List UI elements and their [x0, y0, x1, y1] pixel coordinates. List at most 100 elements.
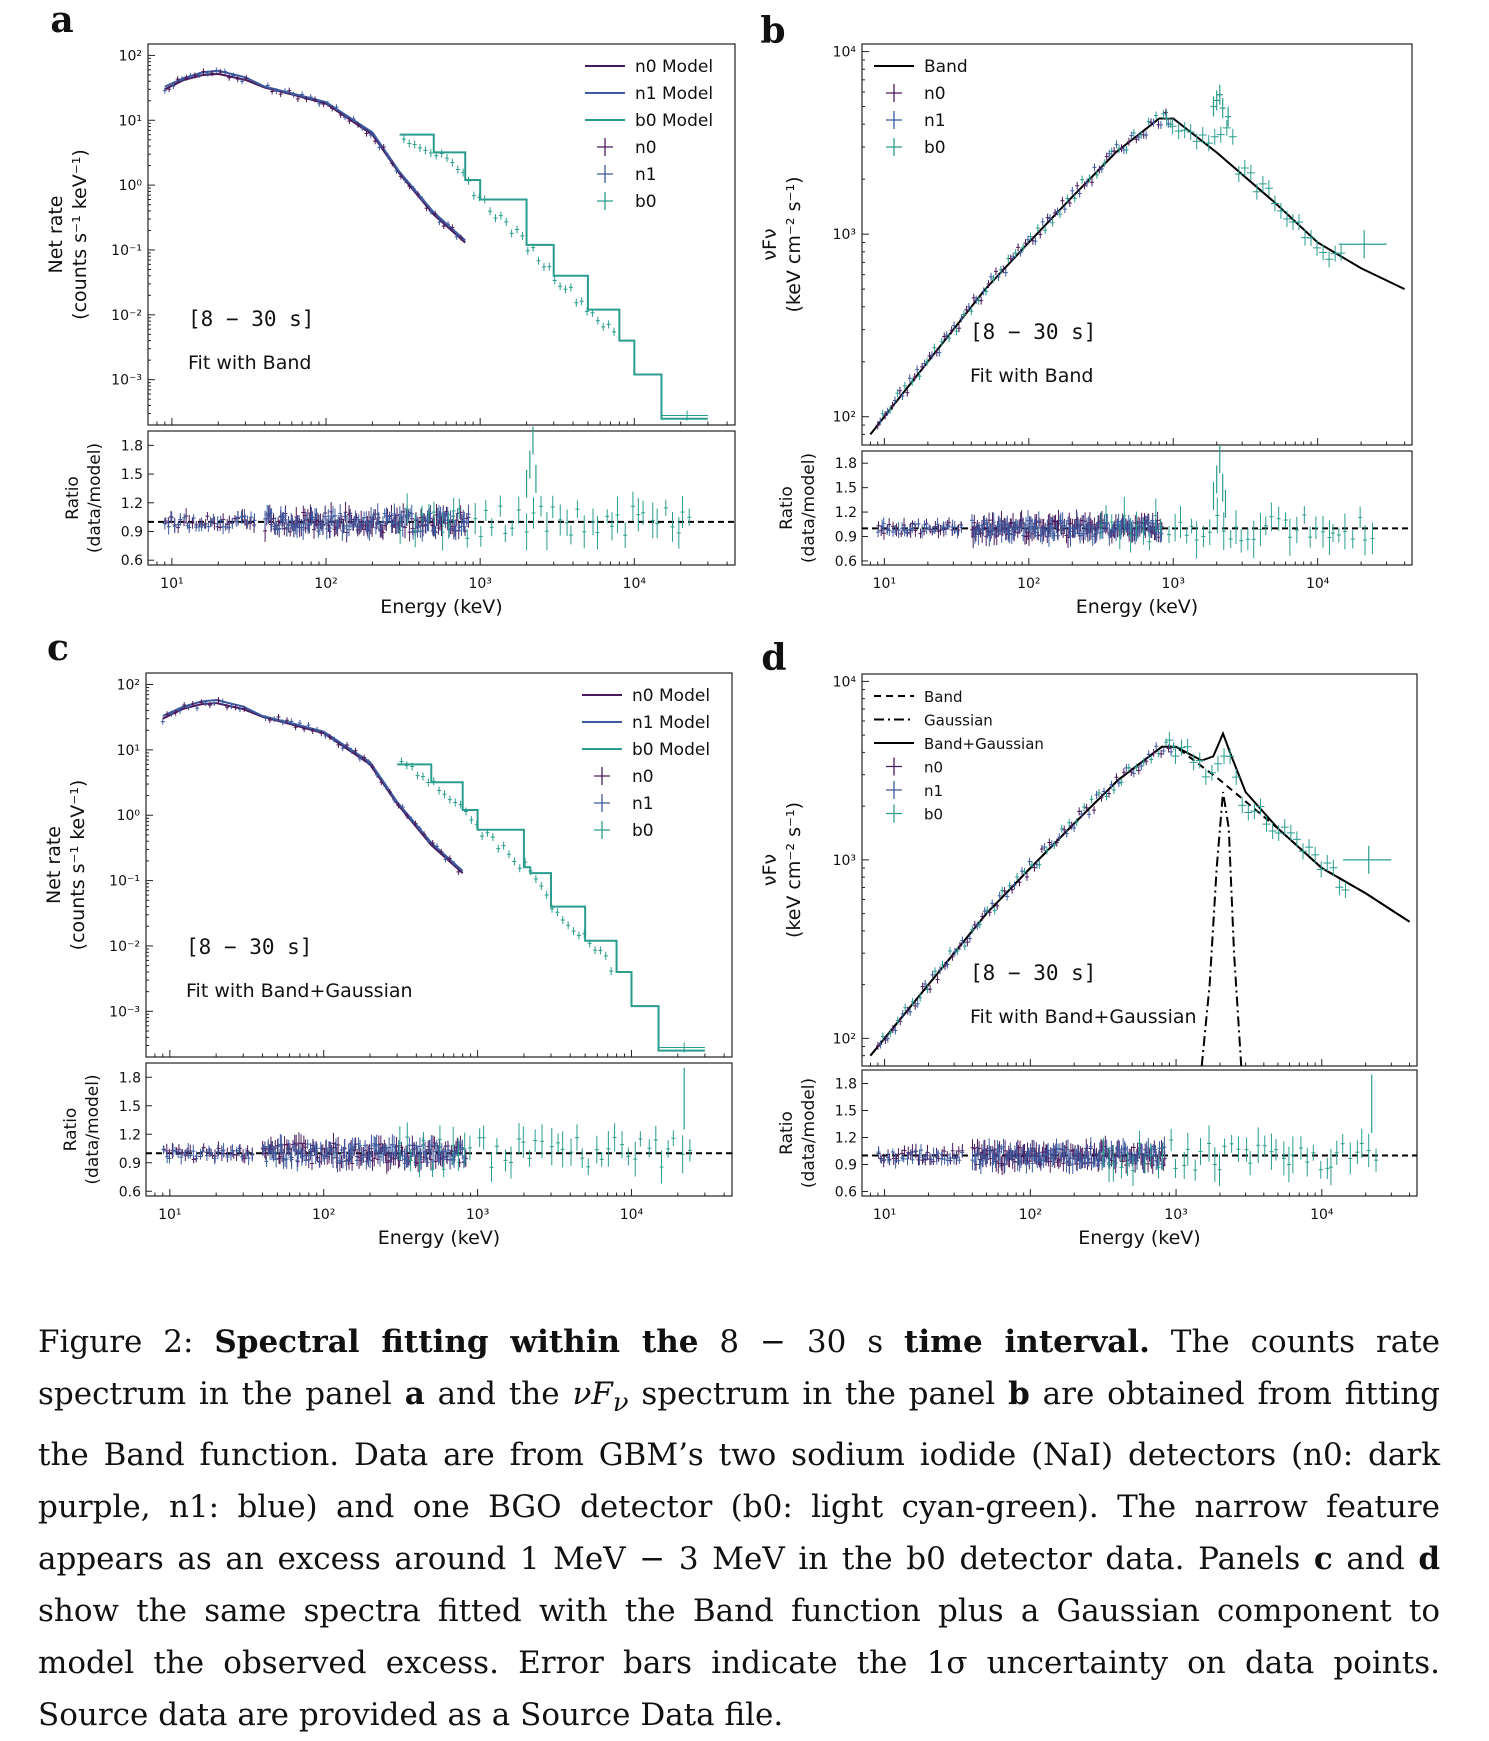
data-point [1144, 757, 1149, 766]
data-point [360, 124, 365, 131]
data-point [962, 942, 967, 951]
data-point [885, 1034, 890, 1043]
caption-panel-b: b [1008, 1376, 1030, 1412]
legend-label: n0 Model [632, 686, 710, 706]
data-point [1024, 872, 1029, 881]
data-point [1276, 202, 1285, 219]
ratio-y-axis-label: Ratio (data/model) [61, 1074, 103, 1184]
data-point [603, 951, 608, 960]
series-n1-model [162, 698, 464, 872]
caption-range: 1 MeV − 3 MeV [519, 1541, 785, 1578]
series-b0-model [397, 763, 705, 1052]
data-point [1040, 217, 1045, 226]
data-point [531, 243, 536, 252]
y-axis-label-line: (keV cm⁻² s⁻¹) [783, 802, 805, 938]
legend-entry-n0: n0 [886, 757, 943, 777]
data-point [910, 997, 915, 1006]
data-point [928, 985, 933, 994]
data-point [411, 186, 416, 193]
data-point [980, 912, 985, 921]
data-point [297, 719, 302, 726]
data-point [1210, 128, 1219, 145]
data-point [453, 798, 458, 807]
data-point [431, 777, 436, 786]
data-point [428, 148, 433, 157]
data-point [893, 1026, 898, 1035]
data-point [1238, 797, 1247, 814]
y-tick-label: 10² [119, 48, 142, 64]
data-point [447, 795, 452, 804]
data-point [1244, 804, 1253, 821]
legend-entry-band: Band [874, 57, 968, 77]
data-point [409, 816, 414, 823]
data-point [218, 69, 223, 76]
caption-s3: spectrum in the panel [641, 1376, 996, 1412]
data-point [1307, 229, 1316, 246]
data-point [383, 783, 388, 790]
data-point [954, 327, 959, 336]
data-point [458, 800, 463, 809]
y-tick-label: 10³ [833, 227, 856, 243]
data-point [922, 359, 927, 368]
data-point [947, 947, 952, 956]
data-point [1168, 120, 1173, 129]
ratio-y-axis-label: Ratio (data/model) [63, 443, 105, 553]
data-point [186, 704, 191, 711]
data-point [482, 195, 487, 204]
data-point [1085, 178, 1090, 187]
data-point [434, 151, 439, 160]
data-point [1338, 230, 1387, 259]
data-point [1087, 174, 1092, 183]
data-point [1207, 764, 1216, 781]
caption-s1: The counts rate spectrum in the panel [38, 1324, 1440, 1412]
ratio-y-axis-label: Ratio (data/model) [777, 1078, 819, 1188]
data-point [1015, 872, 1020, 881]
ratio-y-tick-label: 0.9 [121, 525, 143, 541]
data-point [1119, 144, 1124, 153]
data-point [1129, 767, 1134, 776]
data-point [898, 1017, 903, 1026]
data-point [444, 154, 449, 163]
data-point [1146, 117, 1151, 126]
data-point [442, 790, 447, 799]
x-axis-label: Energy (keV) [1076, 596, 1198, 618]
data-point [490, 833, 495, 842]
data-point [1174, 123, 1183, 140]
legend-label: b0 Model [632, 740, 710, 760]
caption-nufnu: νFν [572, 1376, 629, 1419]
data-point [310, 728, 315, 735]
data-point [1020, 867, 1025, 876]
data-point [959, 314, 964, 323]
data-point [214, 67, 219, 74]
data-point [598, 946, 603, 955]
data-point [1161, 746, 1166, 755]
caption-bold-b: time interval. [904, 1324, 1150, 1360]
legend-entry-n0: n0 [886, 84, 946, 104]
data-point [332, 736, 337, 743]
x-tick-label: 10² [1017, 576, 1040, 592]
legend-swatch [886, 84, 902, 102]
data-point [404, 812, 409, 819]
data-point [1139, 762, 1144, 771]
data-point [1037, 860, 1042, 869]
data-point [964, 305, 969, 314]
legend-entry-n1: n1 [597, 165, 657, 185]
data-point [343, 114, 348, 121]
data-point [285, 717, 290, 724]
data-point [1292, 831, 1301, 848]
data-point [293, 724, 298, 731]
data-point [1159, 749, 1164, 758]
data-point [1114, 140, 1119, 149]
data-point [1111, 785, 1116, 794]
data-point [1134, 763, 1139, 772]
data-point [908, 1007, 913, 1016]
data-point [606, 320, 611, 329]
caption-sigma: 1σ [926, 1645, 968, 1682]
data-point [897, 386, 902, 395]
data-point [952, 947, 957, 956]
data-point [1124, 145, 1129, 154]
data-point [308, 94, 313, 101]
y-axis-label-line: Net rate [43, 826, 65, 904]
y-axis-label: νFν (keV cm⁻² s⁻¹) [759, 802, 805, 938]
data-point [875, 1041, 880, 1050]
